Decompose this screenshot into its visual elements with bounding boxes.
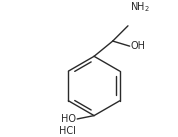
Text: NH$_2$: NH$_2$ bbox=[130, 0, 150, 14]
Text: HO: HO bbox=[61, 114, 76, 124]
Text: OH: OH bbox=[130, 41, 145, 51]
Text: HCl: HCl bbox=[59, 126, 76, 136]
